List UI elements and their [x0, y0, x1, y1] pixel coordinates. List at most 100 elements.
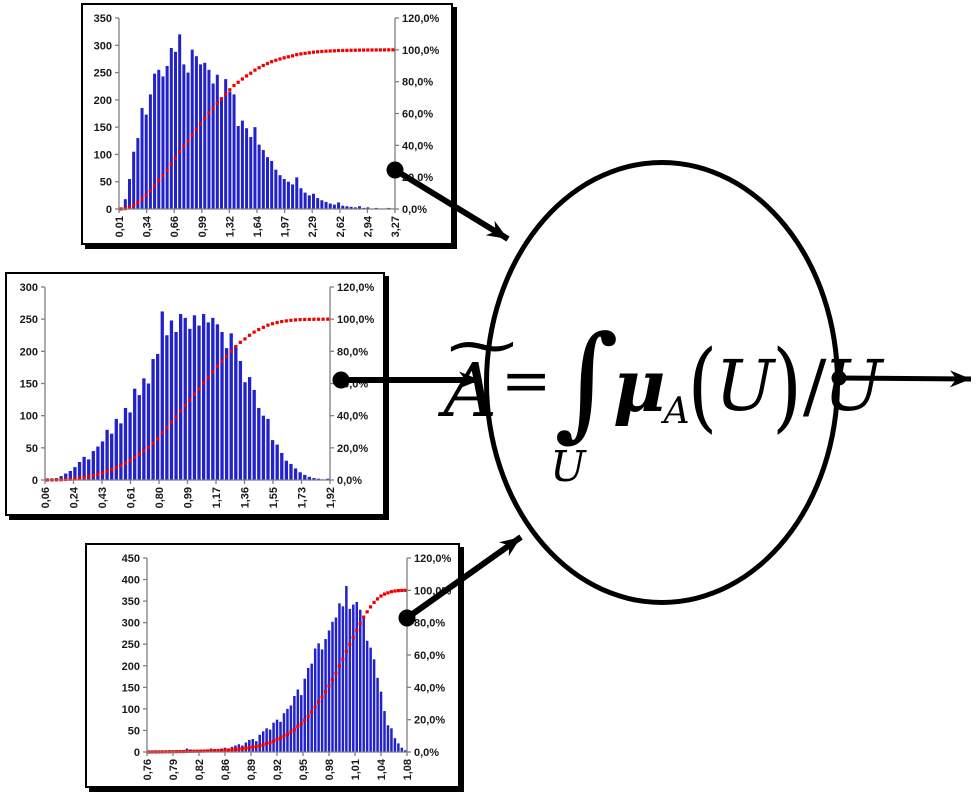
histogram-chart-3: 0 50 100 150 200 250 300 350 400 450 0,0% 20,0% 40,0…	[85, 543, 460, 788]
svg-text:150: 150	[122, 682, 140, 694]
svg-text:0,99: 0,99	[183, 487, 195, 508]
svg-text:1,32: 1,32	[224, 216, 236, 237]
svg-text:1,73: 1,73	[297, 487, 309, 508]
chart-canvas: 0 50 100 150 200 250 300 350 400 450 0,0% 20,0% 40,0…	[122, 553, 452, 780]
svg-text:150: 150	[94, 122, 112, 134]
svg-text:200: 200	[94, 95, 112, 107]
left-paren: (	[687, 328, 718, 443]
svg-text:0,0%: 0,0%	[337, 475, 362, 487]
svg-text:0,06: 0,06	[40, 487, 52, 508]
svg-text:1,08: 1,08	[402, 759, 414, 780]
svg-text:0: 0	[32, 475, 38, 487]
svg-text:0,79: 0,79	[168, 759, 180, 780]
svg-text:300: 300	[122, 618, 140, 630]
svg-text:50: 50	[26, 443, 38, 455]
svg-text:0,34: 0,34	[142, 215, 154, 237]
right-axis: 0,0% 20,0% 40,0% 60,0% 80,0% 100,0% 120,0%	[394, 13, 440, 216]
svg-text:1,92: 1,92	[325, 487, 337, 508]
svg-text:0,80: 0,80	[154, 487, 166, 508]
svg-text:0,0%: 0,0%	[414, 747, 439, 759]
denominator-u: U	[823, 345, 883, 428]
right-paren: )	[772, 328, 802, 443]
svg-text:0,89: 0,89	[246, 759, 258, 780]
x-axis: 0,76 0,79 0,82 0,86 0,89 0,92 0,95 0,98 1,01 1,04…	[142, 751, 414, 780]
mu-symbol: μ	[612, 343, 666, 429]
svg-text:100,0%: 100,0%	[414, 585, 452, 597]
right-axis: 0,0% 20,0% 40,0% 60,0% 80,0% 100,0% 120,0%	[329, 282, 375, 487]
svg-text:300: 300	[20, 282, 38, 294]
formula-variable-a-tilde: ~ A	[440, 314, 523, 429]
svg-text:300: 300	[94, 40, 112, 52]
left-axis: 0 50 100 150 200 250 300	[20, 282, 46, 487]
svg-text:20,0%: 20,0%	[402, 172, 433, 184]
svg-text:120,0%: 120,0%	[402, 13, 440, 25]
formula: ~ A = ∫ U μ A ( U ) / U	[440, 160, 883, 605]
svg-text:450: 450	[122, 553, 140, 565]
svg-text:40,0%: 40,0%	[402, 140, 433, 152]
x-axis: 0,06 0,24 0,43 0,61 0,80 0,99 1,17 1,36 1,55 1,73…	[40, 479, 337, 508]
svg-text:200: 200	[20, 346, 38, 358]
svg-text:200: 200	[122, 661, 140, 673]
svg-text:250: 250	[94, 68, 112, 80]
svg-text:0,86: 0,86	[220, 759, 232, 780]
svg-text:1,97: 1,97	[280, 216, 292, 237]
svg-text:20,0%: 20,0%	[414, 715, 445, 727]
svg-text:50: 50	[128, 725, 140, 737]
svg-text:1,36: 1,36	[240, 487, 252, 508]
integral-lower-limit: U	[550, 441, 586, 491]
svg-text:60,0%: 60,0%	[414, 650, 445, 662]
left-axis: 0 50 100 150 200 250 300 350 400 450	[122, 553, 148, 759]
equals-sign: =	[500, 346, 552, 417]
svg-text:0,66: 0,66	[169, 216, 181, 237]
svg-text:350: 350	[94, 13, 112, 25]
svg-text:350: 350	[122, 596, 140, 608]
left-axis: 0 50 100 150 200 250 300 350	[94, 13, 120, 216]
svg-text:0,95: 0,95	[298, 759, 310, 780]
svg-text:0,76: 0,76	[142, 759, 154, 780]
svg-text:0,98: 0,98	[324, 759, 336, 780]
svg-text:250: 250	[20, 314, 38, 326]
svg-text:0,43: 0,43	[97, 487, 109, 508]
svg-text:0,92: 0,92	[272, 759, 284, 780]
variable-a: A	[443, 348, 497, 435]
svg-text:0,24: 0,24	[69, 486, 81, 508]
svg-text:0: 0	[106, 204, 112, 216]
svg-text:0,61: 0,61	[126, 487, 138, 508]
svg-text:120,0%: 120,0%	[414, 553, 452, 565]
integral-sign: ∫	[554, 310, 619, 455]
svg-text:1,64: 1,64	[252, 215, 264, 237]
svg-text:120,0%: 120,0%	[337, 282, 375, 294]
svg-text:100,0%: 100,0%	[402, 45, 440, 57]
svg-text:1,17: 1,17	[211, 487, 223, 508]
svg-text:0,01: 0,01	[114, 216, 126, 237]
cumulative-curve	[45, 317, 330, 482]
cumulative-curve	[119, 48, 395, 211]
svg-text:1,01: 1,01	[350, 759, 362, 780]
svg-text:60,0%: 60,0%	[337, 379, 368, 391]
svg-text:40,0%: 40,0%	[414, 682, 445, 694]
aggregation-ellipse	[484, 160, 840, 605]
svg-text:400: 400	[122, 575, 140, 587]
integral-block: ∫ U	[550, 320, 619, 487]
svg-text:0,82: 0,82	[194, 759, 206, 780]
svg-text:0: 0	[134, 747, 140, 759]
histogram-chart-1: 0 50 100 150 200 250 300 350 0,0% 20,0% 40,0% 60,0%…	[81, 3, 453, 245]
svg-text:0,0%: 0,0%	[402, 204, 427, 216]
svg-text:1,55: 1,55	[268, 487, 280, 508]
svg-text:3,27: 3,27	[390, 216, 402, 237]
svg-text:50: 50	[100, 177, 112, 189]
svg-text:60,0%: 60,0%	[402, 109, 433, 121]
chart-canvas: 0 50 100 150 200 250 300 350 0,0% 20,0% 40,0% 60,0%…	[94, 13, 440, 237]
svg-text:80,0%: 80,0%	[402, 77, 433, 89]
right-axis: 0,0% 20,0% 40,0% 60,0% 80,0% 100,0% 120,0%	[406, 553, 452, 759]
svg-text:100,0%: 100,0%	[337, 314, 375, 326]
svg-text:20,0%: 20,0%	[337, 443, 368, 455]
formula-row: ~ A = ∫ U μ A ( U ) / U	[440, 314, 883, 487]
svg-text:80,0%: 80,0%	[414, 618, 445, 630]
tilde-accent: ~	[439, 308, 524, 382]
svg-text:150: 150	[20, 379, 38, 391]
histogram-bars	[45, 311, 330, 480]
histogram-bars	[119, 34, 395, 210]
mu-subscript: A	[663, 391, 690, 433]
svg-text:1,04: 1,04	[376, 758, 388, 780]
